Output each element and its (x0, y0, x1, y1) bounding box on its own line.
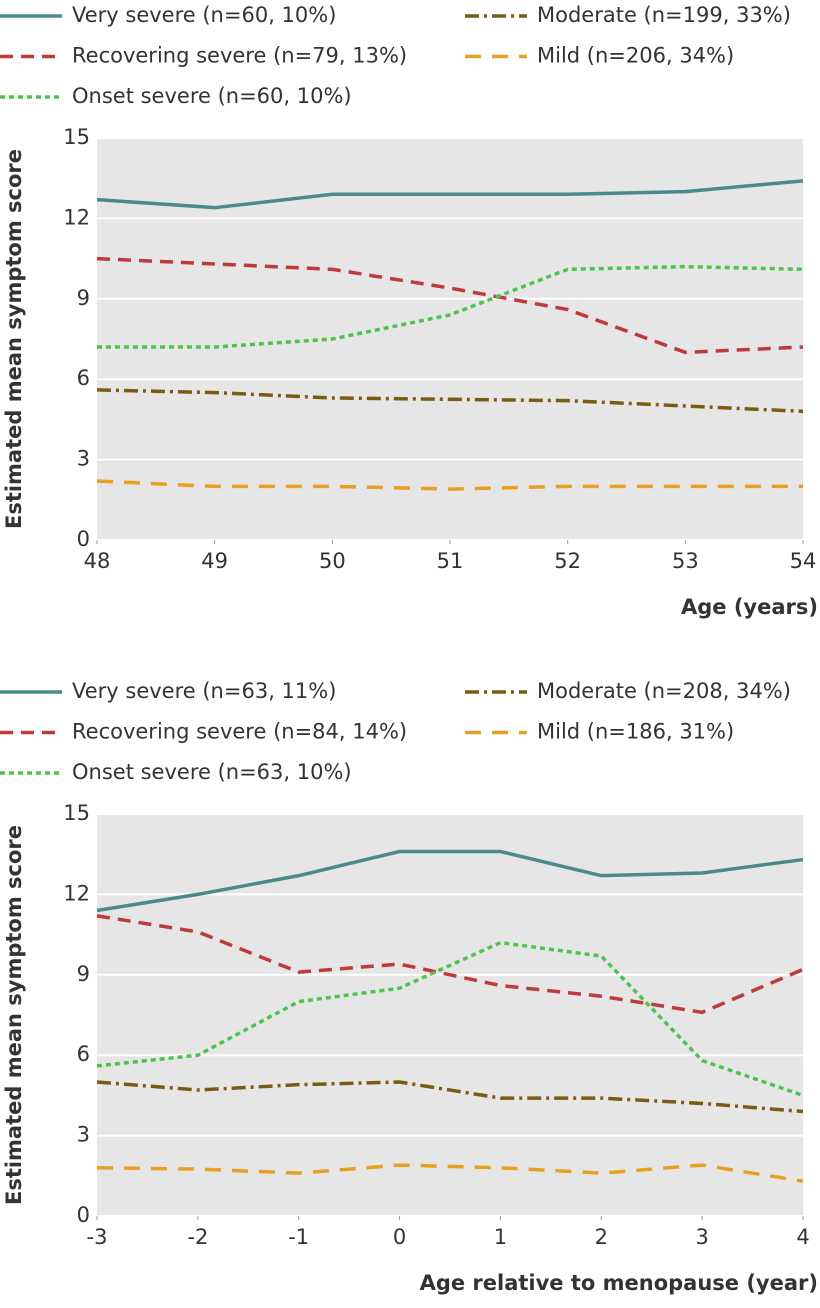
series-line (96, 940, 804, 1098)
x-axis-title: Age (years) (681, 595, 818, 619)
legend-label: Recovering severe (n=84, 14%) (72, 720, 407, 744)
series-line (96, 914, 804, 1015)
y-tick-label: 15 (63, 125, 90, 149)
y-tick-label: 9 (77, 286, 90, 310)
y-tick-label: 9 (77, 962, 90, 986)
legend-label: Moderate (n=208, 34%) (537, 679, 791, 703)
legend-label: Onset severe (n=60, 10%) (72, 84, 352, 108)
x-tick-label: 3 (695, 1225, 708, 1249)
y-tick-label: 12 (63, 881, 90, 905)
series-line (96, 256, 804, 355)
series-line (96, 1080, 804, 1114)
y-tick-label: 0 (77, 1203, 90, 1227)
y-tick-label: 6 (77, 1042, 90, 1066)
legend-label: Mild (n=186, 31%) (537, 720, 734, 744)
x-tick-label: 53 (672, 549, 699, 573)
x-tick-label: 54 (790, 549, 817, 573)
legend-label: Very severe (n=60, 10%) (72, 3, 336, 27)
x-tick-label: 0 (393, 1225, 406, 1249)
x-tick-label: 4 (796, 1225, 809, 1249)
x-tick-label: 2 (595, 1225, 608, 1249)
x-tick-label: 50 (319, 549, 346, 573)
x-axis-title: Age relative to menopause (year) (420, 1271, 818, 1295)
x-tick-label: -2 (187, 1225, 208, 1249)
legend-label: Moderate (n=199, 33%) (537, 3, 791, 27)
x-tick-label: 52 (554, 549, 581, 573)
series-line (96, 1163, 804, 1183)
series-line (96, 388, 804, 414)
series-line (96, 849, 804, 913)
plot-background (97, 138, 803, 540)
legend-label: Recovering severe (n=79, 13%) (72, 44, 407, 68)
y-axis-title: Estimated mean symptom score (2, 149, 26, 529)
plot-background (97, 814, 803, 1216)
y-tick-label: 12 (63, 205, 90, 229)
legend-label: Very severe (n=63, 11%) (72, 679, 336, 703)
x-tick-label: -1 (288, 1225, 309, 1249)
y-tick-label: 0 (77, 527, 90, 551)
y-tick-label: 6 (77, 366, 90, 390)
x-tick-label: 1 (494, 1225, 507, 1249)
series-line (96, 179, 804, 210)
series-line (97, 264, 804, 349)
legend-label: Mild (n=206, 34%) (537, 44, 734, 68)
y-tick-label: 15 (63, 801, 90, 825)
legend-label: Onset severe (n=63, 10%) (72, 760, 352, 784)
x-tick-label: 48 (84, 549, 111, 573)
x-tick-label: -3 (87, 1225, 108, 1249)
y-tick-label: 3 (77, 447, 90, 471)
y-axis-title: Estimated mean symptom score (2, 825, 26, 1205)
x-tick-label: 49 (201, 549, 228, 573)
y-tick-label: 3 (77, 1123, 90, 1147)
x-tick-label: 51 (437, 549, 464, 573)
series-line (96, 479, 803, 491)
